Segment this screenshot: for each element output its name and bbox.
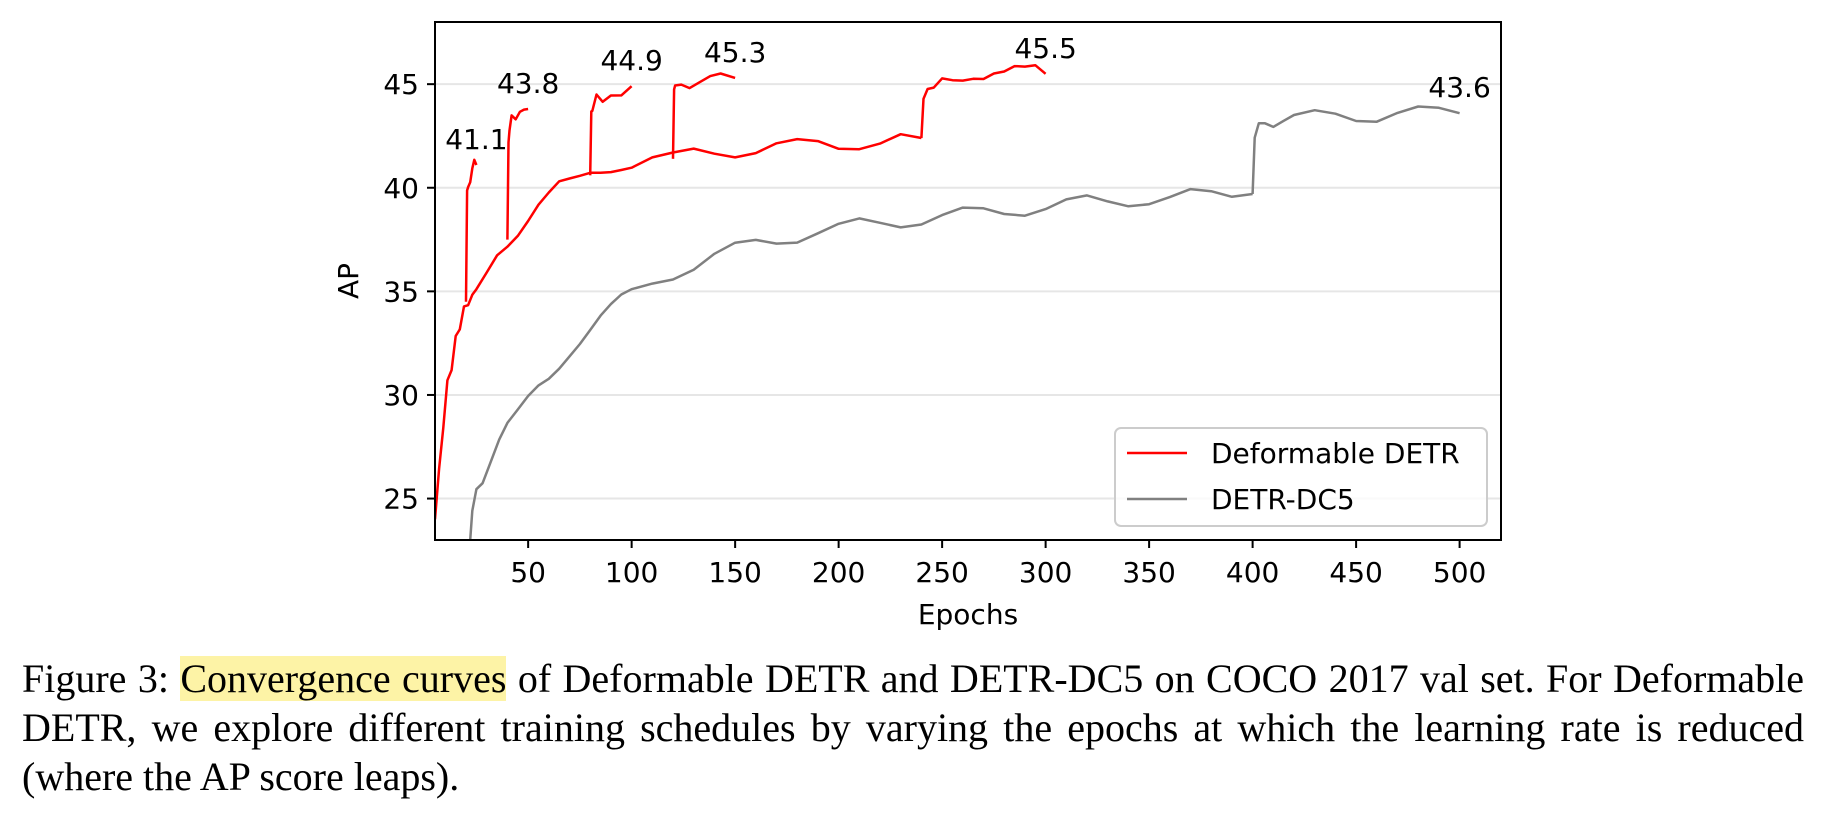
figure-caption: Figure 3: Convergence curves of Deformab… (22, 654, 1804, 801)
y-axis-ticks: 25 30 35 40 45 (383, 68, 435, 516)
x-tick-label: 300 (1019, 556, 1072, 589)
legend-label-detr-dc5: DETR-DC5 (1211, 483, 1355, 516)
annotation-label: 45.5 (1014, 32, 1076, 65)
series-line-deformable-detr-0 (435, 132, 922, 520)
caption-prefix: Figure 3: (22, 656, 181, 701)
series-line-deformable-detr-4 (671, 72, 736, 159)
annotation-label: 41.1 (445, 123, 507, 156)
x-tick-label: 400 (1226, 556, 1279, 589)
legend-label-deformable-detr: Deformable DETR (1211, 437, 1460, 470)
x-axis-label: Epochs (918, 598, 1018, 631)
x-tick-label: 350 (1122, 556, 1175, 589)
caption-highlight: Convergence curves (180, 656, 507, 701)
series-lines (435, 63, 1460, 540)
annotation-label: 45.3 (704, 36, 766, 69)
y-axis-label: AP (332, 263, 365, 299)
y-tick-label: 40 (383, 172, 419, 205)
annotation-label: 44.9 (600, 44, 662, 77)
x-tick-label: 500 (1433, 556, 1486, 589)
x-tick-label: 450 (1329, 556, 1382, 589)
y-tick-label: 35 (383, 275, 419, 308)
annotation-label: 43.6 (1428, 71, 1490, 104)
x-tick-label: 100 (605, 556, 658, 589)
y-tick-label: 45 (383, 68, 419, 101)
x-tick-label: 200 (812, 556, 865, 589)
x-tick-label: 150 (708, 556, 761, 589)
series-line-deformable-detr-2 (506, 107, 529, 240)
annotation-label: 43.8 (497, 67, 559, 100)
series-line-deformable-detr-3 (588, 85, 633, 176)
legend: Deformable DETR DETR-DC5 (1114, 427, 1488, 527)
y-tick-label: 30 (383, 379, 419, 412)
convergence-chart: 41.1 43.8 44.9 45.3 45.5 43.6 50 100 150 200 250 3… (332, 21, 1502, 631)
series-line-deformable-detr-5 (920, 63, 1047, 139)
legend-box (1114, 427, 1488, 527)
series-line-detr-dc5-0 (468, 187, 1253, 540)
point-annotations: 41.1 43.8 44.9 45.3 45.5 43.6 (445, 32, 1491, 156)
caption-body: of Deformable DETR and DETR-DC5 on COCO … (22, 656, 1805, 799)
x-axis-ticks: 50 100 150 200 250 300 350 400 450 500 (510, 540, 1486, 589)
series-line-detr-dc5-1 (1251, 105, 1460, 195)
y-tick-label: 25 (383, 483, 419, 516)
x-tick-label: 250 (915, 556, 968, 589)
x-tick-label: 50 (510, 556, 546, 589)
plot-frame (434, 21, 1502, 541)
series-line-deformable-detr-1 (464, 158, 478, 302)
